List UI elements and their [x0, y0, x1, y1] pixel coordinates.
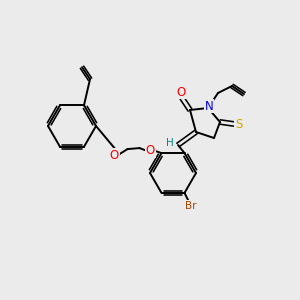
Text: Br: Br	[185, 201, 196, 211]
Text: S: S	[235, 118, 243, 130]
Text: O: O	[146, 144, 155, 157]
Text: H: H	[166, 138, 174, 148]
Text: O: O	[176, 85, 186, 98]
Text: N: N	[205, 100, 213, 112]
Text: O: O	[110, 148, 119, 162]
